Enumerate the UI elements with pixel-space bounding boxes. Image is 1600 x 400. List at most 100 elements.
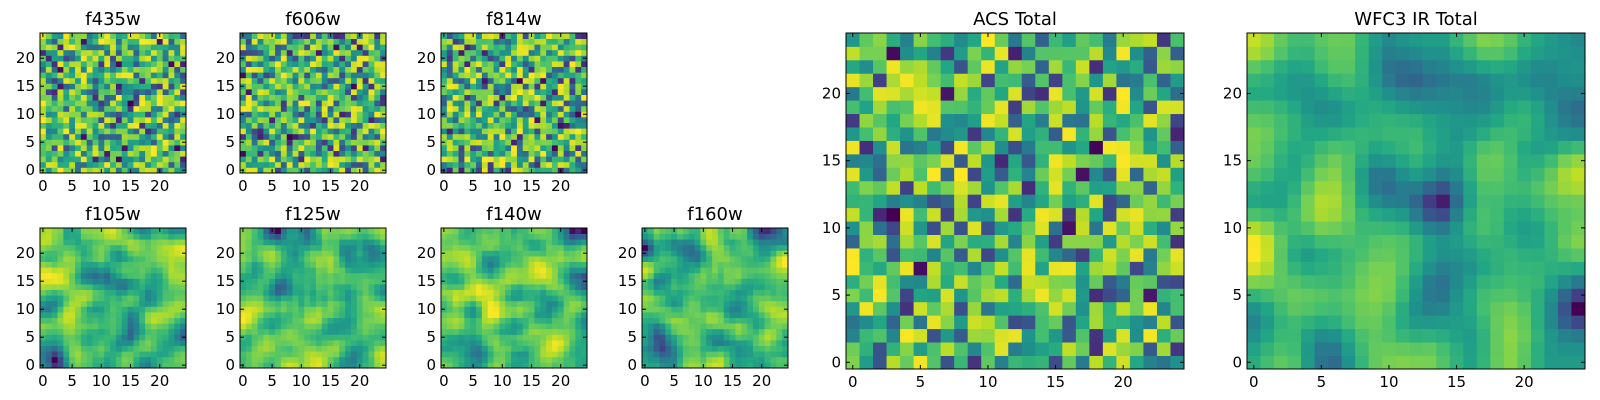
heatmap-cell [499,295,506,302]
heatmap-cell [174,145,181,151]
heatmap-cell [516,289,524,296]
heatmap-cell [310,356,317,363]
heatmap-cell [286,250,293,257]
heatmap-cell [534,83,541,90]
heatmap-cell [546,261,553,268]
heatmap-cell [859,153,874,168]
heatmap-cell [511,128,518,135]
heatmap-cell [505,261,512,268]
heatmap-cell [162,111,169,118]
heatmap-cell [859,328,874,343]
heatmap-cell [452,233,459,240]
heatmap-cell [516,61,524,67]
heatmap-cell [286,351,293,358]
heatmap-cell [927,153,942,168]
heatmap-cell [712,323,719,330]
heatmap-cell [298,284,305,290]
heatmap-cell [752,239,760,246]
heatmap-cell [717,317,725,324]
heatmap-cell [110,334,117,341]
heatmap-cell [723,345,730,352]
heatmap-cell [493,239,500,246]
heatmap-cell [873,167,887,182]
heatmap-cell [368,122,375,129]
heatmap-cell [350,33,358,39]
heatmap-cell [280,295,288,302]
heatmap-cell [245,340,253,346]
heatmap-cell [677,228,684,234]
heatmap-cell [345,306,352,313]
heatmap-cell [476,161,483,168]
heatmap-cell [51,317,58,324]
heatmap-cell [476,295,483,302]
heatmap-cell [368,267,375,274]
heatmap-cell [345,49,352,56]
heatmap-cell [563,100,570,107]
heatmap-cell [121,61,128,67]
heatmap-cell [493,306,500,313]
heatmap-cell [487,38,494,45]
heatmap-cell [665,362,672,369]
heatmap-cell [758,267,766,274]
heatmap-cell [470,328,477,335]
heatmap-cell [269,94,276,101]
heatmap-cell [333,150,340,157]
heatmap-cell [286,228,293,234]
heatmap-cell [546,317,553,324]
heatmap-cell [546,139,553,146]
heatmap-cell [1062,328,1077,343]
heatmap-cell [321,89,328,95]
heatmap-cell [575,161,582,168]
heatmap-cell [581,317,588,324]
heatmap-cell [368,55,375,62]
heatmap-cell [642,356,649,363]
heatmap-cell [275,117,282,123]
heatmap-cell [139,150,146,157]
heatmap-cell [240,300,247,307]
heatmap-cell [45,167,53,174]
heatmap-cell [251,284,258,290]
heatmap-cell [115,295,123,302]
heatmap-cell [263,55,270,62]
heatmap-cell [104,312,111,318]
heatmap-cell [121,362,128,369]
heatmap-cell [115,122,123,129]
heatmap-cell [121,49,128,56]
heatmap-cell [275,233,282,240]
heatmap-cell [563,323,570,330]
heatmap-cell [104,128,111,135]
heatmap-cell [380,100,387,107]
heatmap-cell [540,44,547,51]
heatmap-cell [581,239,588,246]
heatmap-cell [304,145,311,151]
heatmap-cell [441,61,448,67]
heatmap-cell [251,306,258,313]
heatmap-cell [967,180,982,195]
heatmap-cell [653,328,660,335]
heatmap-cell [551,317,559,324]
heatmap-cell [374,256,381,262]
heatmap-cell [269,105,276,112]
heatmap-cell [121,284,128,290]
heatmap-cell [168,244,175,251]
heatmap-cell [121,122,128,129]
heatmap-cell [458,306,465,313]
heatmap-cell [104,61,111,67]
heatmap-cell [180,49,187,56]
heatmap-cell [782,272,789,279]
heatmap-cell [104,261,111,268]
heatmap-cell [913,355,928,370]
heatmap-cell [659,323,666,330]
heatmap-cell [57,133,64,140]
heatmap-cell [499,77,506,84]
heatmap-cell [327,345,334,352]
heatmap-cell [139,167,146,174]
heatmap-cell [499,100,506,107]
heatmap-cell [534,128,541,135]
heatmap-cell [575,334,582,341]
heatmap-cell [286,49,293,56]
heatmap-cell [86,89,93,95]
heatmap-cell [251,351,258,358]
heatmap-cell [110,306,117,313]
